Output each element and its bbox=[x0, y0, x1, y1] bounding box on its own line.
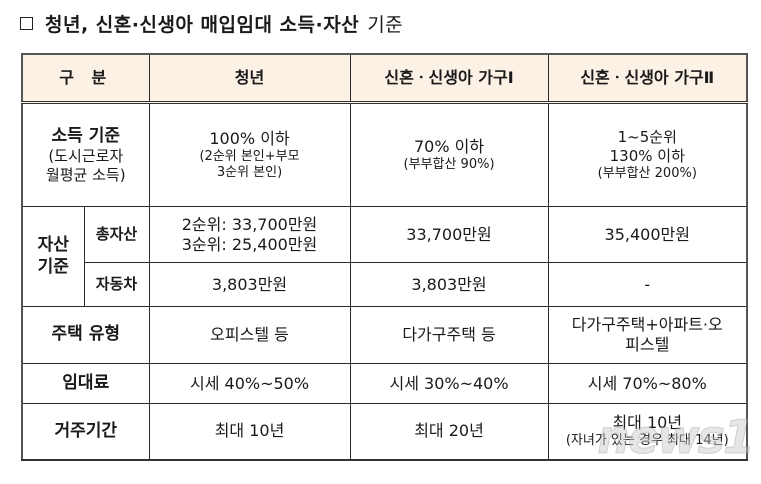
cell-total-assets-newlywed-2: 35,400만원 bbox=[547, 206, 748, 263]
cell-housing-newlywed-1: 다가구주택 등 bbox=[349, 306, 549, 364]
cell-housing-newlywed-2: 다가구주택+아파트·오 피스텔 bbox=[547, 306, 748, 364]
cell-total-assets-youth: 2순위: 33,700만원 3순위: 25,400만원 bbox=[148, 206, 351, 263]
document-title: 청년, 신혼·신생아 매입임대 소득·자산 기준 bbox=[20, 8, 403, 38]
cell-car-newlywed-2: - bbox=[547, 262, 748, 307]
title-bold-text: 청년, 신혼·신생아 매입임대 소득·자산 bbox=[45, 13, 360, 36]
cell-total-assets-newlywed-1: 33,700만원 bbox=[349, 206, 549, 263]
row-label-rent: 임대료 bbox=[21, 363, 150, 404]
header-newlywed-1: 신혼ㆍ신생아 가구Ⅰ bbox=[349, 53, 549, 104]
cell-income-youth: 100% 이하 (2순위 본인+부모 3순위 본인) bbox=[148, 102, 351, 207]
sub-label-total-assets: 총자산 bbox=[83, 206, 150, 263]
header-row: 구 분 청년 신혼ㆍ신생아 가구Ⅰ 신혼ㆍ신생아 가구Ⅱ bbox=[21, 53, 748, 104]
sub-label-car: 자동차 bbox=[83, 262, 150, 307]
row-label-residence: 거주기간 bbox=[21, 403, 150, 460]
table-row-housing-type: 주택 유형 오피스텔 등 다가구주택 등 다가구주택+아파트·오 피스텔 bbox=[21, 306, 748, 364]
cell-income-newlywed-1: 70% 이하 (부부합산 90%) bbox=[349, 102, 549, 207]
cell-residence-newlywed-2: 최대 10년 (자녀가 있는 경우 최대 14년) bbox=[547, 403, 748, 460]
cell-car-newlywed-1: 3,803만원 bbox=[349, 262, 549, 307]
table-row-total-assets: 자산 기준 총자산 2순위: 33,700만원 3순위: 25,400만원 33… bbox=[21, 206, 748, 307]
cell-residence-newlywed-1: 최대 20년 bbox=[349, 403, 549, 460]
header-youth: 청년 bbox=[148, 53, 351, 104]
title-normal-text: 기준 bbox=[367, 13, 404, 36]
header-category: 구 분 bbox=[21, 53, 150, 104]
cell-residence-youth: 최대 10년 bbox=[148, 403, 351, 460]
table-row-car: 자동차 3,803만원 3,803만원 - bbox=[22, 262, 748, 307]
cell-car-youth: 3,803만원 bbox=[148, 262, 351, 307]
cell-housing-youth: 오피스텔 등 bbox=[148, 306, 351, 364]
table-row-residence: 거주기간 최대 10년 최대 20년 최대 10년 (자녀가 있는 경우 최대 … bbox=[21, 403, 748, 460]
row-label-income: 소득 기준 (도시근로자 월평균 소득) bbox=[21, 102, 150, 207]
table-row-income: 소득 기준 (도시근로자 월평균 소득) 100% 이하 (2순위 본인+부모 … bbox=[21, 102, 748, 207]
header-newlywed-2: 신혼ㆍ신생아 가구Ⅱ bbox=[547, 53, 748, 104]
cell-rent-youth: 시세 40%~50% bbox=[148, 363, 351, 404]
cell-rent-newlywed-1: 시세 30%~40% bbox=[349, 363, 549, 404]
cell-rent-newlywed-2: 시세 70%~80% bbox=[547, 363, 748, 404]
row-label-housing-type: 주택 유형 bbox=[21, 306, 150, 364]
cell-income-newlywed-2: 1~5순위 130% 이하 (부부합산 200%) bbox=[547, 102, 748, 207]
square-bullet-icon bbox=[20, 16, 33, 30]
row-label-assets: 자산 기준 bbox=[21, 206, 85, 307]
table-row-rent: 임대료 시세 40%~50% 시세 30%~40% 시세 70%~80% bbox=[21, 363, 748, 404]
criteria-table: 구 분 청년 신혼ㆍ신생아 가구Ⅰ 신혼ㆍ신생아 가구Ⅱ 소득 기준 (도시근로… bbox=[21, 53, 749, 461]
